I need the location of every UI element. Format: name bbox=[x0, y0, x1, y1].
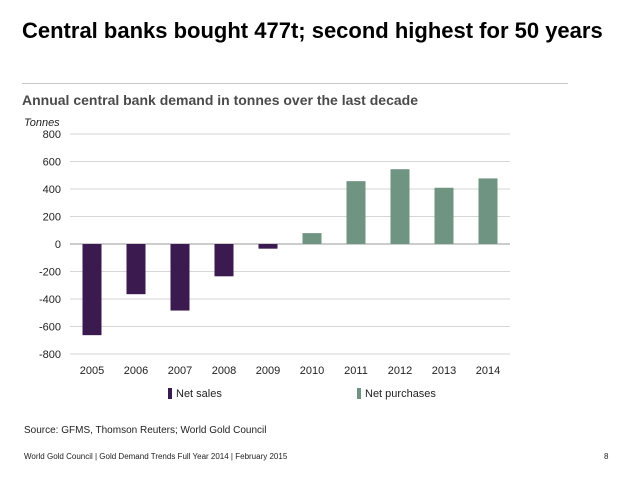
y-tick-label: 0 bbox=[55, 239, 61, 251]
y-tick-label: 400 bbox=[43, 184, 61, 196]
y-tick-label: 800 bbox=[43, 129, 61, 141]
bar-2014 bbox=[478, 178, 498, 244]
bar-2007 bbox=[170, 244, 190, 311]
legend-swatch-net-sales bbox=[168, 388, 172, 399]
x-tick-label: 2012 bbox=[388, 365, 412, 377]
y-tick-label: -800 bbox=[39, 349, 61, 361]
legend-swatch-net-purchases bbox=[357, 388, 361, 399]
page-number: 8 bbox=[604, 452, 609, 461]
x-tick-label: 2008 bbox=[212, 365, 236, 377]
x-tick-label: 2006 bbox=[124, 365, 148, 377]
y-tick-label: -400 bbox=[39, 294, 61, 306]
bar-2010 bbox=[302, 233, 322, 244]
y-tick-label: 600 bbox=[43, 157, 61, 169]
bar-2012 bbox=[390, 169, 410, 244]
bar-2009 bbox=[258, 244, 278, 249]
title-divider bbox=[22, 83, 568, 84]
x-tick-label: 2010 bbox=[300, 365, 324, 377]
bar-2008 bbox=[214, 244, 234, 277]
source-note: Source: GFMS, Thomson Reuters; World Gol… bbox=[24, 425, 267, 436]
legend-label-net-sales: Net sales bbox=[176, 388, 222, 400]
x-tick-label: 2014 bbox=[476, 365, 500, 377]
footer-text: World Gold Council | Gold Demand Trends … bbox=[24, 452, 288, 461]
x-tick-label: 2005 bbox=[80, 365, 104, 377]
slide-title: Central banks bought 477t; second highes… bbox=[22, 18, 603, 43]
chart-title: Annual central bank demand in tonnes ove… bbox=[22, 92, 418, 108]
x-tick-label: 2013 bbox=[432, 365, 456, 377]
x-tick-label: 2009 bbox=[256, 365, 280, 377]
bar-2006 bbox=[126, 244, 146, 295]
bar-2013 bbox=[434, 187, 454, 244]
y-tick-label: -600 bbox=[39, 322, 61, 334]
bar-2011 bbox=[346, 181, 366, 244]
legend-label-net-purchases: Net purchases bbox=[365, 388, 436, 400]
y-tick-label: -200 bbox=[39, 267, 61, 279]
bar-2005 bbox=[82, 244, 102, 336]
y-axis-label: Tonnes bbox=[24, 117, 60, 129]
y-tick-label: 200 bbox=[43, 212, 61, 224]
x-tick-label: 2007 bbox=[168, 365, 192, 377]
x-tick-label: 2011 bbox=[344, 365, 368, 377]
